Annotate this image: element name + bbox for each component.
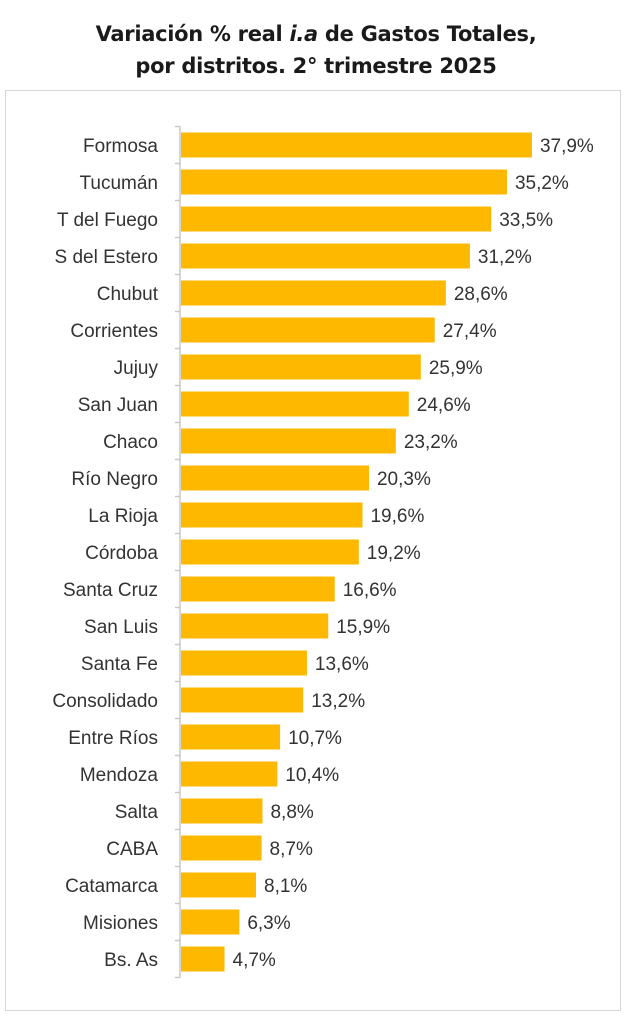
bar	[181, 724, 281, 750]
data-label: 10,7%	[288, 728, 342, 749]
data-label: 28,6%	[454, 284, 508, 305]
category-label: Jujuy	[114, 358, 159, 379]
category-label: Tucumán	[80, 173, 159, 194]
bar	[181, 761, 278, 787]
bar	[181, 502, 363, 528]
chart-title: Variación % real i.a de Gastos Totales, …	[0, 18, 632, 82]
category-label: Bs. As	[104, 950, 158, 971]
bar	[181, 428, 396, 454]
bar	[181, 576, 335, 602]
data-label: 25,9%	[429, 358, 483, 379]
data-label: 33,5%	[499, 210, 553, 231]
category-label: Misiones	[83, 913, 158, 934]
title-line-2: por distritos. 2° trimestre 2025	[135, 54, 497, 78]
category-label: San Luis	[84, 617, 158, 638]
data-label: 8,7%	[270, 839, 313, 860]
title-italic-text: i.a	[289, 22, 318, 46]
bar	[181, 539, 359, 565]
category-label: S del Estero	[55, 247, 159, 268]
data-label: 37,9%	[540, 136, 594, 157]
category-label: Córdoba	[85, 543, 158, 564]
category-label: La Rioja	[88, 506, 158, 527]
data-label: 27,4%	[443, 321, 497, 342]
data-label: 8,1%	[264, 876, 307, 897]
bar	[181, 280, 446, 306]
bar	[181, 169, 507, 195]
category-label: Catamarca	[65, 876, 158, 897]
category-label: Entre Ríos	[68, 728, 158, 749]
bar	[181, 798, 263, 824]
bar	[181, 835, 262, 861]
category-label: Santa Cruz	[63, 580, 158, 601]
bar	[181, 650, 307, 676]
category-label: Río Negro	[71, 469, 158, 490]
bar	[181, 687, 304, 713]
category-label: Chaco	[103, 432, 158, 453]
data-label: 16,6%	[343, 580, 397, 601]
chart-frame	[5, 90, 621, 1011]
data-label: 19,2%	[367, 543, 421, 564]
bar	[181, 317, 435, 343]
category-label: Mendoza	[80, 765, 159, 786]
title-line-1: Variación % real i.a de Gastos Totales,	[0, 18, 632, 50]
data-label: 24,6%	[417, 395, 471, 416]
bar	[181, 613, 329, 639]
data-label: 31,2%	[478, 247, 532, 268]
data-label: 23,2%	[404, 432, 458, 453]
data-label: 35,2%	[515, 173, 569, 194]
bar	[181, 946, 225, 972]
data-label: 6,3%	[247, 913, 290, 934]
data-label: 20,3%	[377, 469, 431, 490]
category-label: CABA	[106, 839, 158, 860]
bar	[181, 132, 532, 158]
category-label: T del Fuego	[57, 210, 158, 231]
data-label: 13,2%	[311, 691, 365, 712]
bar	[181, 206, 492, 232]
data-label: 4,7%	[233, 950, 276, 971]
category-label: Salta	[115, 802, 159, 823]
title-text: de Gastos Totales,	[317, 22, 537, 46]
bar	[181, 391, 409, 417]
data-label: 13,6%	[315, 654, 369, 675]
category-label: Formosa	[83, 136, 158, 157]
bar	[181, 354, 421, 380]
data-label: 15,9%	[336, 617, 390, 638]
data-label: 10,4%	[285, 765, 339, 786]
category-label: San Juan	[78, 395, 158, 416]
category-label: Santa Fe	[81, 654, 158, 675]
category-label: Chubut	[97, 284, 159, 305]
category-label: Corrientes	[70, 321, 158, 342]
title-text: Variación % real	[95, 22, 290, 46]
data-label: 8,8%	[270, 802, 313, 823]
bar	[181, 909, 240, 935]
category-label: Consolidado	[52, 691, 158, 712]
bar	[181, 465, 369, 491]
bar	[181, 243, 470, 269]
bar	[181, 872, 257, 898]
data-label: 19,6%	[370, 506, 424, 527]
